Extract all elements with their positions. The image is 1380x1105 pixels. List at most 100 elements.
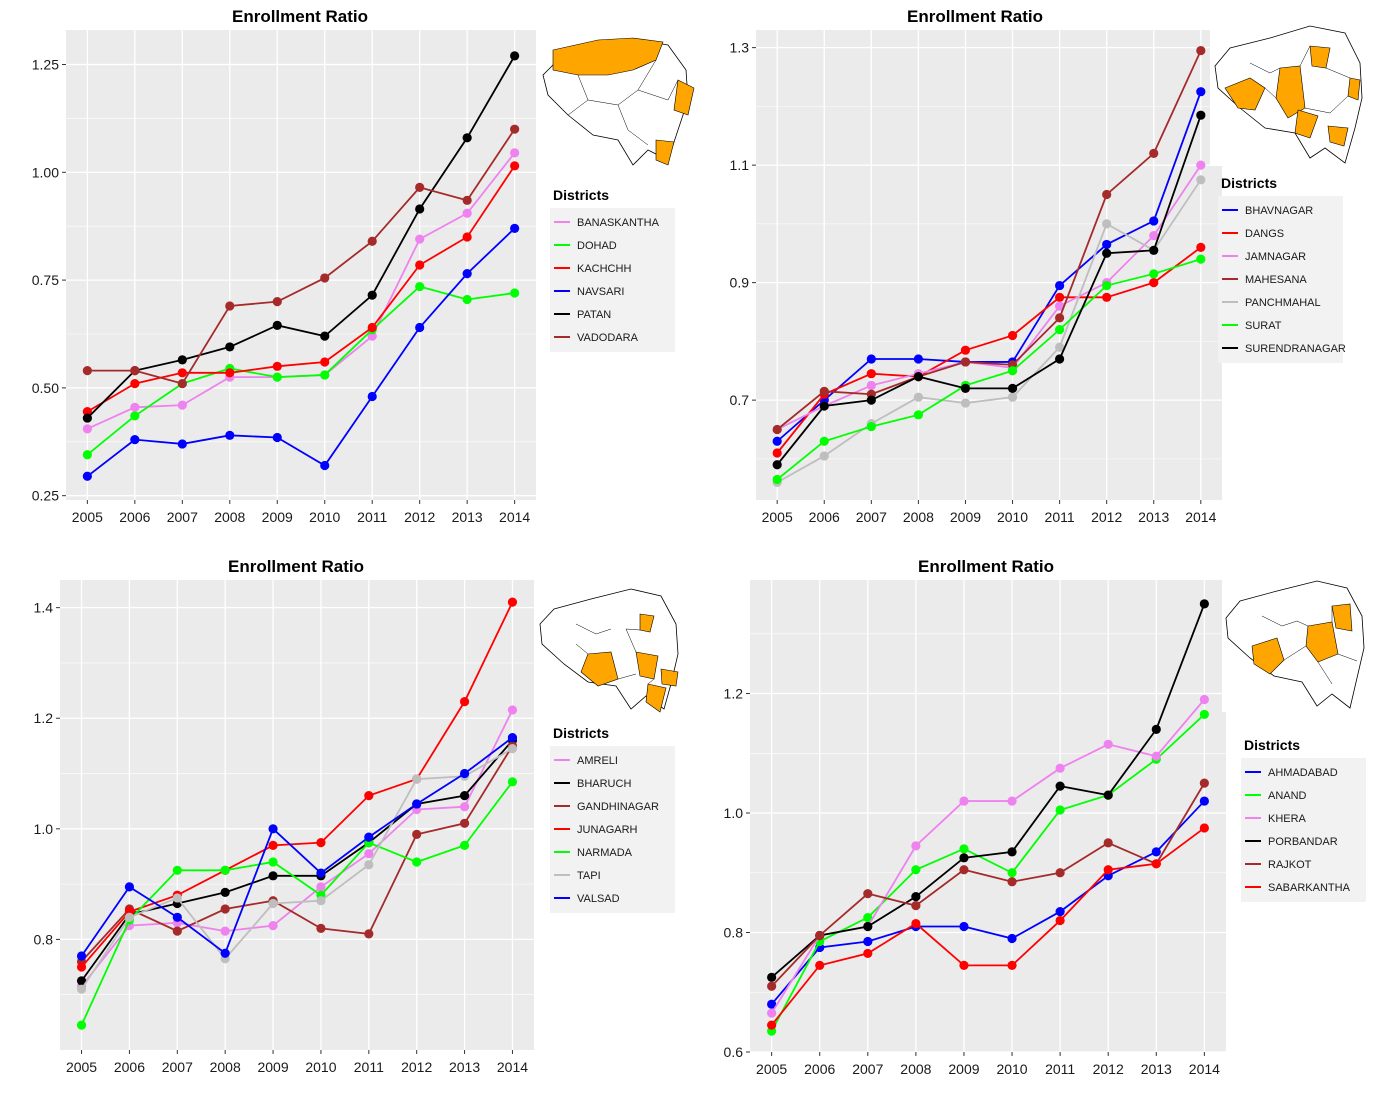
data-point — [1055, 325, 1065, 335]
series-porbandar — [767, 599, 1209, 982]
data-point — [320, 273, 330, 283]
data-point — [1196, 110, 1206, 120]
data-point — [959, 853, 969, 863]
data-point — [863, 889, 873, 899]
data-point — [320, 460, 330, 471]
data-point — [367, 322, 377, 333]
data-point — [959, 865, 969, 875]
data-point — [772, 436, 782, 446]
series-amreli — [76, 705, 518, 992]
chart-svg-2: Enrollment Ratio 0.70.91.11.3 2005 2006 20… — [730, 7, 1370, 525]
legend-label: KHERA — [1268, 813, 1307, 825]
data-point — [364, 849, 374, 859]
data-point — [913, 372, 923, 382]
data-point — [863, 936, 873, 947]
x-axis: 2005 2006 2007 2008 2009 2010 2011 2012 2013 2014 — [756, 1052, 1220, 1077]
y-tick-label: 0.9 — [730, 275, 750, 291]
data-point — [76, 962, 87, 972]
y-tick-label: 1.4 — [34, 600, 54, 616]
data-point — [1007, 330, 1018, 341]
data-point — [177, 368, 187, 378]
x-tick-label: 2006 — [804, 1061, 835, 1077]
x-tick-label: 2013 — [452, 509, 483, 525]
data-point — [815, 960, 825, 970]
data-point — [320, 370, 330, 380]
map-highlight-south — [645, 683, 667, 713]
data-point — [316, 838, 326, 848]
data-point — [177, 439, 187, 449]
data-point — [172, 926, 182, 936]
series-kachchh — [82, 161, 520, 417]
series-lines — [76, 597, 518, 1030]
legend-label: KACHCHH — [577, 263, 631, 275]
series-lines — [82, 51, 520, 481]
data-point — [1196, 242, 1206, 252]
data-point — [772, 460, 782, 470]
legend-label: TAPI — [577, 870, 601, 882]
y-tick-label: 0.25 — [32, 488, 59, 504]
data-point — [510, 161, 520, 171]
legend-label: SURAT — [1245, 320, 1282, 332]
data-point — [767, 981, 777, 991]
data-point — [272, 372, 282, 382]
data-point — [1007, 392, 1018, 402]
series-line — [770, 827, 1205, 1026]
data-point — [220, 926, 230, 936]
data-point — [462, 294, 472, 305]
data-point — [177, 400, 187, 410]
data-point — [364, 929, 374, 939]
data-point — [172, 893, 182, 903]
plot-background — [66, 30, 536, 500]
data-point — [82, 424, 92, 434]
data-point — [1199, 778, 1209, 788]
data-point — [1151, 751, 1161, 761]
data-point — [772, 474, 782, 485]
data-point — [459, 768, 470, 779]
data-point — [866, 380, 876, 391]
legend-title: Districts — [1244, 737, 1300, 753]
x-tick-label: 2006 — [119, 509, 150, 525]
x-tick-label: 2008 — [903, 509, 934, 525]
data-point — [462, 133, 472, 143]
series-line — [776, 246, 1202, 454]
series-line — [80, 709, 514, 987]
series-line — [770, 782, 1206, 987]
x-tick-label: 2005 — [72, 509, 103, 525]
data-point — [320, 357, 330, 367]
data-point — [1055, 354, 1065, 364]
y-tick-label: 0.8 — [34, 931, 54, 947]
data-point — [82, 366, 92, 376]
data-point — [220, 904, 230, 914]
legend-label: BHARUCH — [577, 778, 631, 790]
data-point — [1196, 254, 1206, 264]
series-line — [86, 285, 515, 456]
grid-lines — [750, 580, 1226, 1053]
legend-label: PORBANDAR — [1268, 836, 1338, 848]
data-point — [415, 322, 425, 333]
data-point — [1007, 868, 1017, 878]
data-point — [1103, 838, 1113, 848]
data-point — [507, 705, 518, 715]
legend-label: VALSAD — [577, 893, 620, 905]
series-line — [87, 128, 516, 385]
map-outline — [1225, 580, 1365, 709]
data-point — [1151, 847, 1161, 857]
y-tick-label: 1.0 — [34, 821, 54, 837]
data-point — [767, 1008, 777, 1018]
data-point — [1149, 278, 1159, 288]
data-point — [1102, 239, 1112, 250]
data-point — [76, 976, 87, 986]
x-tick-label: 2006 — [114, 1059, 145, 1075]
y-tick-label: 1.25 — [32, 56, 59, 72]
legend-label: JAMNAGAR — [1245, 251, 1306, 263]
series-surendranagar — [772, 110, 1206, 470]
data-point — [412, 774, 422, 784]
data-point — [510, 223, 520, 233]
grid-lines — [60, 580, 534, 1050]
data-point — [415, 260, 425, 270]
x-tick-label: 2010 — [309, 509, 340, 525]
data-point — [177, 378, 187, 389]
data-point — [1149, 216, 1159, 226]
y-tick-label: 1.3 — [730, 40, 750, 56]
data-point — [913, 354, 923, 364]
